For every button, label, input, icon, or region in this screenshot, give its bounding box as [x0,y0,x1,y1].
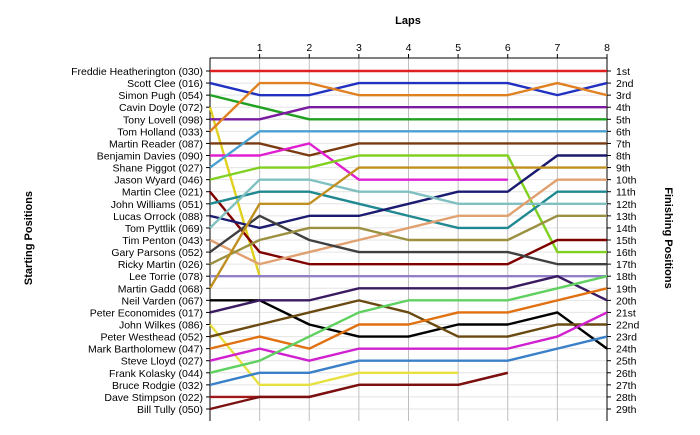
series-line [209,275,608,314]
driver-label: Neil Varden (067) [121,295,203,307]
finish-position-label: 17th [616,259,637,271]
series-line [209,154,607,254]
driver-label: Benjamin Davies (090) [97,151,203,163]
driver-label: Dave Stimpson (022) [104,392,203,404]
driver-label: Bill Tully (050) [137,404,203,416]
lap-tick-label: 3 [356,42,362,54]
series-line [209,287,608,350]
driver-label: Peter Westhead (052) [100,332,203,344]
driver-label: Jason Wyard (046) [114,175,203,187]
series-line [209,178,607,229]
finish-position-label: 7th [616,138,631,150]
series-lines [208,69,608,411]
finish-position-label: 13th [616,211,637,223]
series-line [209,178,607,266]
finish-position-label: 21st [616,307,636,319]
driver-label: John Williams (051) [111,199,203,211]
series-line [209,335,608,387]
driver-label: Martin Reader (087) [109,138,203,150]
driver-label: Lee Torrie (078) [129,271,203,283]
driver-label: Steve Lloyd (027) [121,356,203,368]
driver-label: Martin Gadd (068) [118,283,203,295]
finish-position-label: 2nd [616,78,634,90]
finish-position-label: 28th [616,392,637,404]
series-line [209,214,607,266]
driver-label: Tom Pyttlik (069) [125,223,203,235]
finish-position-label: 4th [616,102,631,114]
driver-label: Freddie Heatherington (030) [71,66,203,78]
finish-position-label: 5th [616,114,631,126]
series-line [210,142,607,157]
finish-position-label: 10th [616,175,637,187]
finish-position-label: 16th [616,247,637,259]
series-line [209,93,607,121]
finish-position-label: 11th [616,187,636,199]
finish-position-label: 3rd [616,90,631,102]
lap-tick-label: 5 [455,42,461,54]
labels: 1 2 3 4 5 6 7 8 Freddie Heatherington (030)Scott… [71,42,639,416]
series-line [210,106,607,121]
series-line [210,299,608,350]
driver-label: Frank Kolasky (044) [109,368,203,380]
finish-position-label: 1st [616,66,630,78]
driver-label: Cavin Doyle (072) [119,102,203,114]
finish-position-label: 18th [616,271,637,283]
finish-position-label: 27th [616,380,637,392]
driver-label: Gary Parsons (052) [111,247,203,259]
lap-tick-label: 6 [505,42,511,54]
finish-position-label: 23rd [616,332,637,344]
series-line [209,214,607,266]
driver-label: John Wilkes (086) [119,320,203,332]
right-axis-title: Finishing Positions [662,187,674,288]
series-line [209,275,608,374]
left-axis-title: Starting Positions [23,191,35,285]
finish-position-label: 15th [616,235,637,247]
series-line [210,142,508,181]
driver-label: Simon Pugh (054) [118,90,203,102]
driver-label: Mark Bartholomew (047) [88,344,203,356]
driver-label: Ricky Martin (026) [118,259,203,271]
finish-position-label: 29th [616,404,637,416]
series-line [209,81,608,97]
finish-position-label: 19th [616,283,637,295]
top-axis-title: Laps [395,15,421,27]
lap-tick-label: 2 [306,42,312,54]
lap-tick-label: 1 [257,42,263,54]
series-line [209,299,607,338]
series-line [208,166,607,289]
driver-label: Scott Clee (016) [127,78,203,90]
finish-position-label: 9th [616,163,631,175]
finish-position-label: 22nd [616,320,640,332]
lap-tick-label: 4 [406,42,412,54]
finish-position-label: 26th [616,368,637,380]
driver-label: Shane Piggot (027) [113,163,203,175]
series-line [209,81,608,133]
series-line [209,190,607,266]
lap-tick-label: 8 [604,42,610,54]
finish-position-label: 20th [616,295,637,307]
finish-position-label: 24th [616,344,637,356]
driver-label: Martin Clee (021) [122,187,203,199]
driver-label: Bruce Rodgie (032) [112,380,203,392]
finish-position-label: 25th [616,356,637,368]
finish-position-label: 12th [616,199,637,211]
driver-label: Tony Lovell (098) [123,114,203,126]
driver-label: Peter Economides (017) [90,307,203,319]
finish-position-label: 6th [616,126,631,138]
finish-position-label: 8th [616,151,631,163]
driver-label: Tom Holland (033) [117,126,203,138]
series-line [209,130,607,169]
lap-tick-label: 7 [554,42,560,54]
driver-label: Lucas Orrock (088) [113,211,203,223]
series-line [209,371,509,411]
driver-label: Tim Penton (043) [122,235,203,247]
finish-position-label: 14th [616,223,637,235]
